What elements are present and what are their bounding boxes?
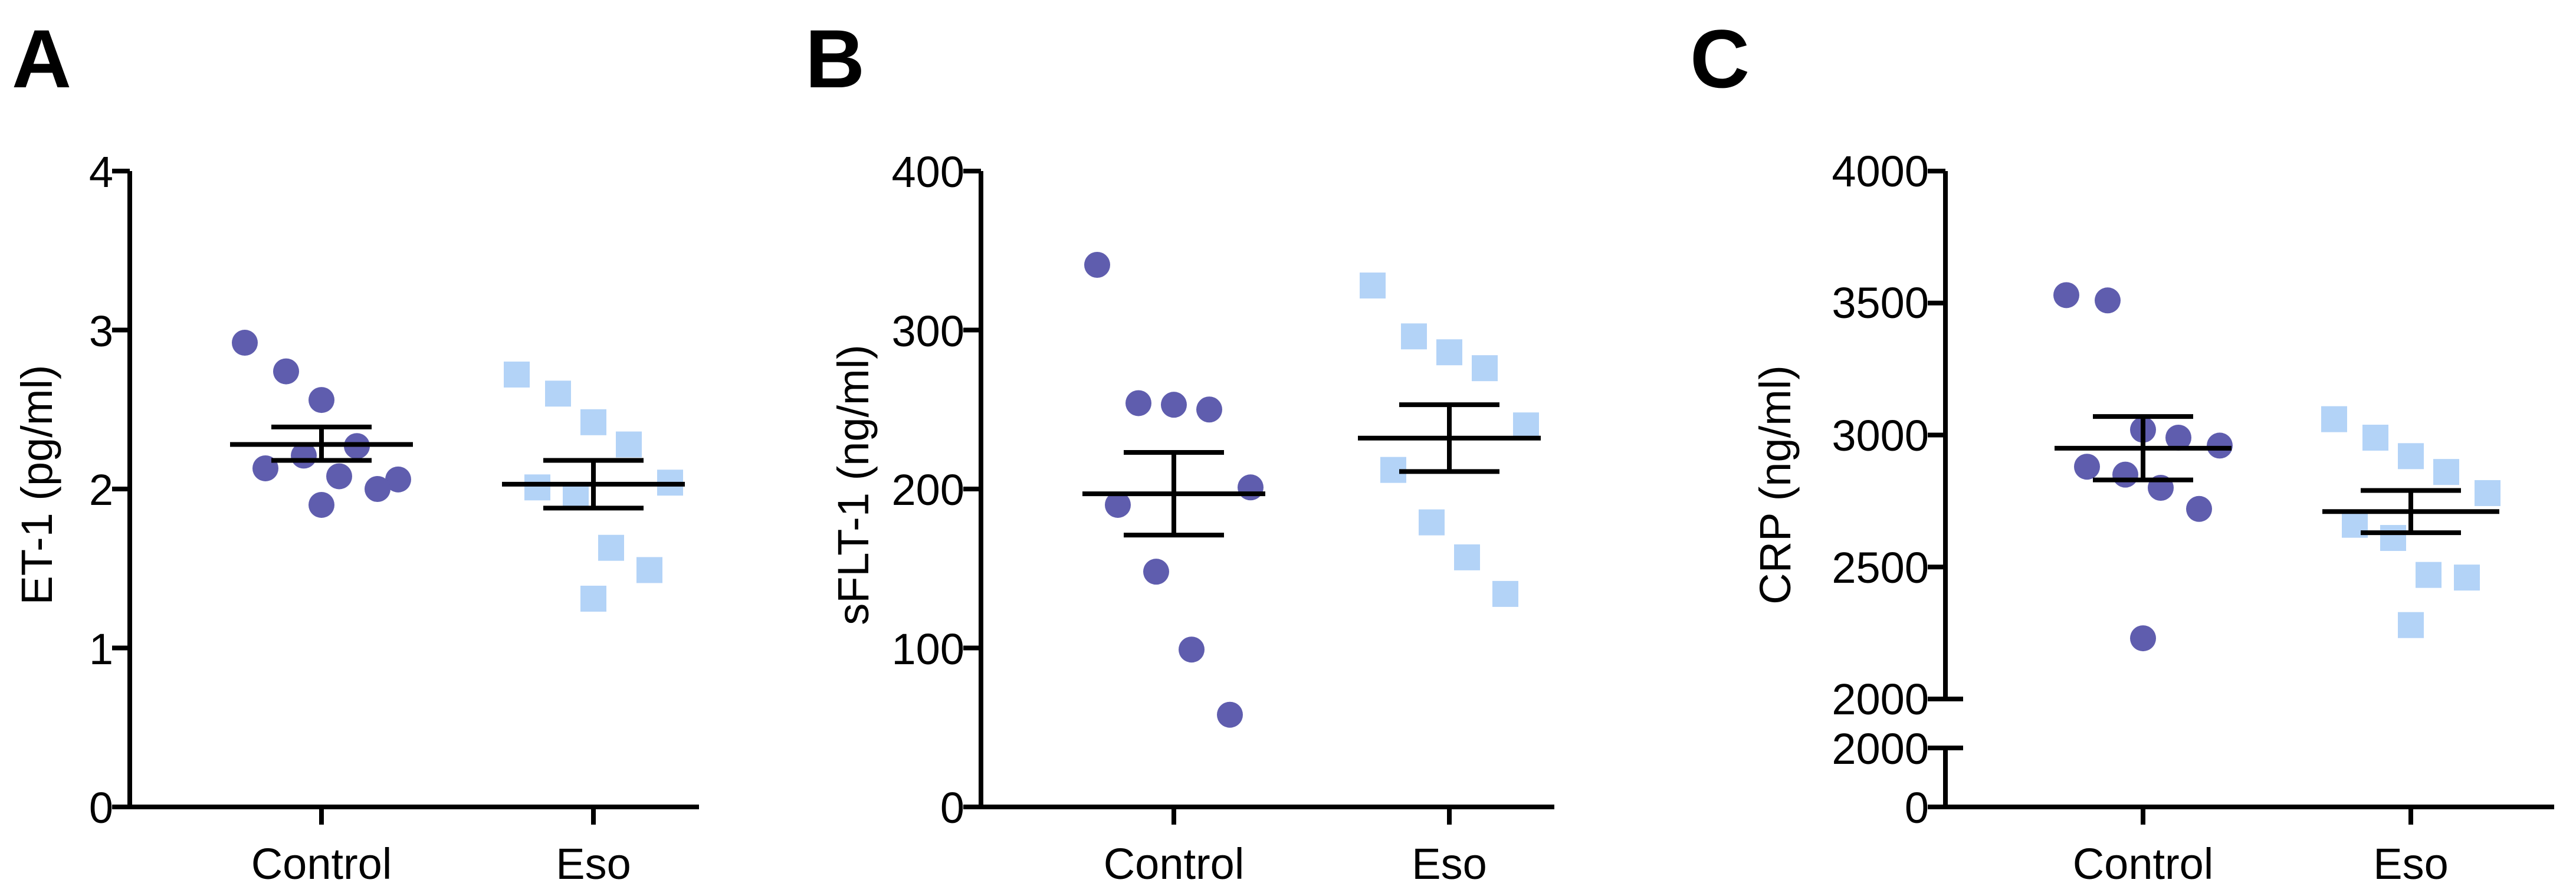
data-point [1360,273,1386,299]
data-point [309,491,334,518]
data-point [2112,461,2138,488]
x-tick-label-control: Control [251,839,392,888]
y-tick-label: 3500 [1832,278,1929,327]
data-point [2130,625,2156,652]
y-axis-title: CRP (ng/ml) [1751,365,1800,605]
data-point [309,387,334,413]
data-point [1454,544,1480,570]
y-tick-label: 3000 [1832,411,1929,460]
data-point [563,484,589,510]
data-point [2475,480,2500,506]
data-point [1401,323,1427,350]
y-tick-labels: 0 1 2 3 4 [89,147,113,832]
data-point [1196,396,1222,423]
x-tick-label-eso: Eso [2373,839,2449,888]
y-axis-title: ET-1 (pg/ml) [12,365,61,605]
y-axis-title: sFLT-1 (ng/ml) [829,344,878,625]
y-tick-label: 2 [89,465,113,514]
data-point [580,409,606,435]
y-tick-label: 1 [89,625,113,674]
y-tick-label: 4 [89,147,113,196]
data-point [1105,491,1131,518]
data-point [2362,424,2388,451]
data-point [2454,564,2480,591]
data-point [2433,459,2459,485]
y-tick-label: 2000 [1832,675,1929,724]
data-point [504,361,530,388]
y-tick-label: 0 [89,783,113,832]
data-point [2186,495,2212,522]
y-tick-labels: 0 100 200 300 400 [892,147,964,832]
data-point [326,463,352,490]
x-tick-label-eso: Eso [1412,839,1487,888]
data-point [2095,287,2121,314]
y-tick-label: 3 [89,307,113,356]
data-point [2398,443,2424,470]
plot-area [112,169,699,825]
data-point [616,431,642,458]
data-point [1125,390,1151,416]
plot-area [1928,169,2554,825]
data-point [580,585,606,612]
y-tick-label: 400 [892,147,964,196]
data-point [2380,525,2406,552]
data-point [2416,562,2442,588]
y-tick-label: 0 [1905,783,1929,832]
panel-letter-b: B [805,12,865,105]
data-point [2074,454,2100,480]
data-point [2053,282,2079,308]
panel-letter-c: C [1690,12,1750,105]
y-tick-label: 200 [892,465,964,514]
data-point [545,380,571,407]
data-point [524,474,550,501]
data-point [598,534,624,561]
data-point [1084,252,1110,278]
panel-b: B sFLT-1 (ng/ml) Control Eso 0 100 200 3… [805,12,1554,888]
data-point [1492,580,1518,607]
panel-a: A ET-1 (pg/ml) Control Eso 0 1 2 3 4 [12,12,699,888]
data-point [1513,412,1539,439]
y-tick-label: 2000 [1832,724,1929,773]
data-point [2165,424,2191,451]
panel-c: C CRP (ng/ml) Control Eso 0 2000 2000 25… [1690,12,2554,888]
y-tick-label: 0 [940,783,964,832]
data-point [2321,406,2347,432]
y-tick-labels: 0 2000 2000 2500 3000 3500 4000 [1832,147,1929,832]
data-point [1472,355,1498,382]
x-tick-label-control: Control [1104,839,1245,888]
y-tick-label: 300 [892,307,964,356]
data-point [1217,701,1243,728]
data-point [1179,636,1205,663]
data-point [1143,559,1169,585]
y-tick-label: 100 [892,625,964,674]
data-point [232,330,258,356]
data-point [2207,432,2233,459]
plot-area [963,169,1554,825]
x-tick-label-control: Control [2073,839,2214,888]
data-point [636,557,662,583]
data-point [1419,509,1445,536]
data-point [385,466,411,493]
y-tick-label: 4000 [1832,147,1929,196]
data-point [273,358,299,385]
data-point [1436,339,1462,366]
data-point [2398,612,2424,638]
y-tick-label: 2500 [1832,543,1929,592]
panel-letter-a: A [12,12,71,105]
data-point [1161,392,1187,418]
data-point [1238,474,1264,501]
x-tick-label-eso: Eso [556,839,631,888]
data-point [365,476,390,502]
